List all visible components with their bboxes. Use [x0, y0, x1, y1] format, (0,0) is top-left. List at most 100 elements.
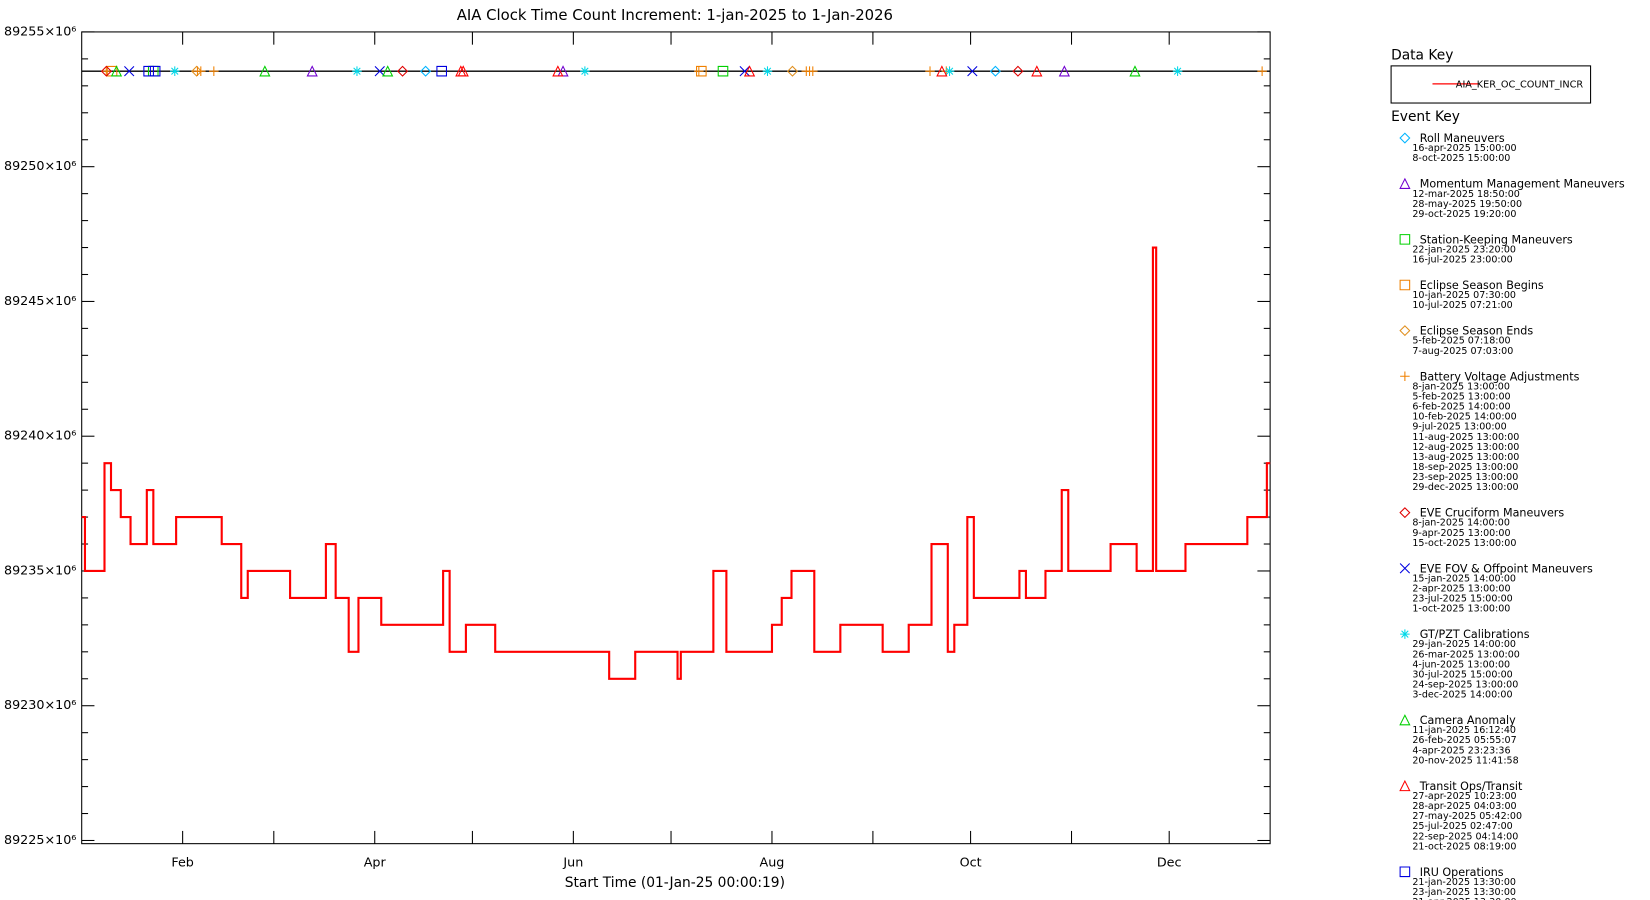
- event-symbol: [196, 66, 206, 76]
- event-date: 6-feb-2025 14:00:00: [1412, 402, 1510, 413]
- event-symbol: [696, 65, 707, 77]
- event-symbol: [989, 65, 1001, 77]
- event-date: 16-jul-2025 23:00:00: [1412, 255, 1512, 266]
- event-symbol: [1172, 66, 1183, 76]
- event-date: 9-jul-2025 13:00:00: [1412, 422, 1506, 433]
- event-symbol: [374, 66, 385, 77]
- event-symbol: [743, 65, 756, 77]
- event-date: 12-aug-2025 13:00:00: [1412, 442, 1519, 453]
- event-date: 26-mar-2025 13:00:00: [1412, 649, 1520, 660]
- event-symbol: [694, 66, 704, 76]
- event-symbol: [1399, 866, 1411, 878]
- event-date: 4-apr-2025 23:23:36: [1412, 745, 1510, 756]
- event-date: 1-oct-2025 13:00:00: [1412, 604, 1510, 615]
- event-symbol: [1399, 234, 1411, 245]
- event-name: Momentum Management Maneuvers: [1420, 178, 1625, 191]
- event-date: 28-apr-2025 04:03:00: [1412, 801, 1516, 812]
- event-date: 30-jul-2025 15:00:00: [1412, 669, 1512, 680]
- event-symbol: [149, 65, 161, 77]
- event-symbol: [397, 65, 409, 77]
- event-name: EVE Cruciform Maneuvers: [1420, 507, 1565, 520]
- event-symbol: [1399, 177, 1411, 189]
- event-key-title: Event Key: [1391, 109, 1460, 125]
- event-date: 23-sep-2025 13:00:00: [1412, 472, 1518, 483]
- legend-label: AIA_KER_OC_COUNT_INCR: [1456, 79, 1584, 90]
- event-date: 16-apr-2025 15:00:00: [1412, 143, 1516, 154]
- event-date: 2-apr-2025 13:00:00: [1412, 584, 1510, 595]
- event-date: 22-sep-2025 04:14:00: [1412, 831, 1518, 842]
- event-date: 27-may-2025 05:42:00: [1412, 811, 1522, 822]
- event-date: 15-oct-2025 13:00:00: [1412, 538, 1516, 549]
- event-symbol: [717, 65, 729, 77]
- event-symbol: [1257, 66, 1267, 76]
- event-symbol: [762, 66, 773, 76]
- event-date: 15-jan-2025 14:00:00: [1412, 573, 1516, 584]
- event-date: 25-jul-2025 02:47:00: [1412, 821, 1512, 832]
- event-symbol: [1012, 65, 1024, 77]
- event-symbol: [1399, 279, 1411, 291]
- data-key-box: [1390, 65, 1592, 104]
- event-symbol: [1400, 629, 1410, 639]
- event-date: 26-feb-2025 05:55:07: [1412, 735, 1516, 746]
- event-date: 23-jan-2025 13:30:00: [1412, 887, 1516, 898]
- event-date: 21-jan-2025 13:30:00: [1412, 877, 1516, 888]
- event-symbol: [1399, 132, 1411, 144]
- event-symbol: [1399, 325, 1411, 337]
- event-date: 3-dec-2025 14:00:00: [1412, 690, 1512, 701]
- event-symbol: [436, 65, 447, 77]
- x-tick-label: Oct: [960, 855, 982, 870]
- event-symbol: [580, 66, 590, 76]
- event-date: 20-nov-2025 11:41:58: [1412, 755, 1518, 766]
- event-date: 22-jan-2025 23:20:00: [1412, 244, 1516, 255]
- event-symbol: [1399, 563, 1411, 574]
- event-date: 8-jan-2025 13:00:00: [1412, 381, 1510, 392]
- event-date: 10-feb-2025 14:00:00: [1412, 412, 1516, 423]
- event-date: 8-jan-2025 14:00:00: [1412, 518, 1510, 529]
- event-symbol: [259, 65, 271, 77]
- event-name: Eclipse Season Ends: [1420, 325, 1534, 338]
- event-symbol: [1129, 65, 1141, 77]
- event-symbol: [1399, 714, 1411, 726]
- event-symbol: [352, 66, 362, 76]
- event-date: 11-jan-2025 16:12:40: [1412, 725, 1516, 736]
- y-tick-label: 89240×10⁶: [4, 429, 76, 444]
- event-symbol: [110, 65, 123, 77]
- y-tick-label: 89250×10⁶: [4, 159, 76, 174]
- event-symbol: [1400, 371, 1410, 382]
- event-symbol: [786, 65, 798, 77]
- x-tick-label: Jun: [562, 855, 583, 870]
- chart-title: AIA Clock Time Count Increment: 1-jan-20…: [457, 6, 893, 24]
- event-date: 13-aug-2025 13:00:00: [1412, 452, 1519, 463]
- event-name: Camera Anomaly: [1420, 714, 1516, 727]
- event-name: EVE FOV & Offpoint Maneuvers: [1420, 562, 1593, 575]
- event-symbol: [169, 66, 180, 76]
- event-date: 5-feb-2025 07:18:00: [1412, 336, 1510, 347]
- event-date: 29-oct-2025 19:20:00: [1412, 209, 1516, 220]
- y-tick-label: 89225×10⁶: [4, 833, 76, 848]
- event-symbol: [124, 66, 135, 77]
- event-symbol: [739, 66, 750, 77]
- event-symbol: [209, 66, 219, 76]
- y-tick-label: 89255×10⁶: [4, 24, 76, 39]
- event-symbol: [457, 65, 469, 77]
- event-symbol: [925, 66, 935, 76]
- event-symbol: [1399, 507, 1411, 519]
- event-name: Transit Ops/Transit: [1419, 780, 1523, 793]
- y-tick-label: 89230×10⁶: [4, 698, 76, 713]
- event-symbol: [808, 66, 818, 76]
- event-date: 8-oct-2025 15:00:00: [1412, 153, 1510, 164]
- event-date: 29-dec-2025 13:00:00: [1412, 482, 1518, 493]
- event-date: 28-may-2025 19:50:00: [1412, 199, 1522, 210]
- data-line: [81, 246, 1271, 680]
- event-date: 10-jan-2025 07:30:00: [1412, 290, 1516, 301]
- x-tick-label: Feb: [171, 855, 194, 870]
- event-name: Eclipse Season Begins: [1420, 279, 1544, 292]
- event-name: IRU Operations: [1420, 866, 1504, 879]
- event-symbol: [191, 65, 203, 77]
- event-name: GT/PZT Calibrations: [1420, 628, 1530, 641]
- event-date: 11-aug-2025 13:00:00: [1412, 432, 1519, 443]
- event-symbol: [1058, 65, 1071, 77]
- event-symbol: [936, 65, 948, 77]
